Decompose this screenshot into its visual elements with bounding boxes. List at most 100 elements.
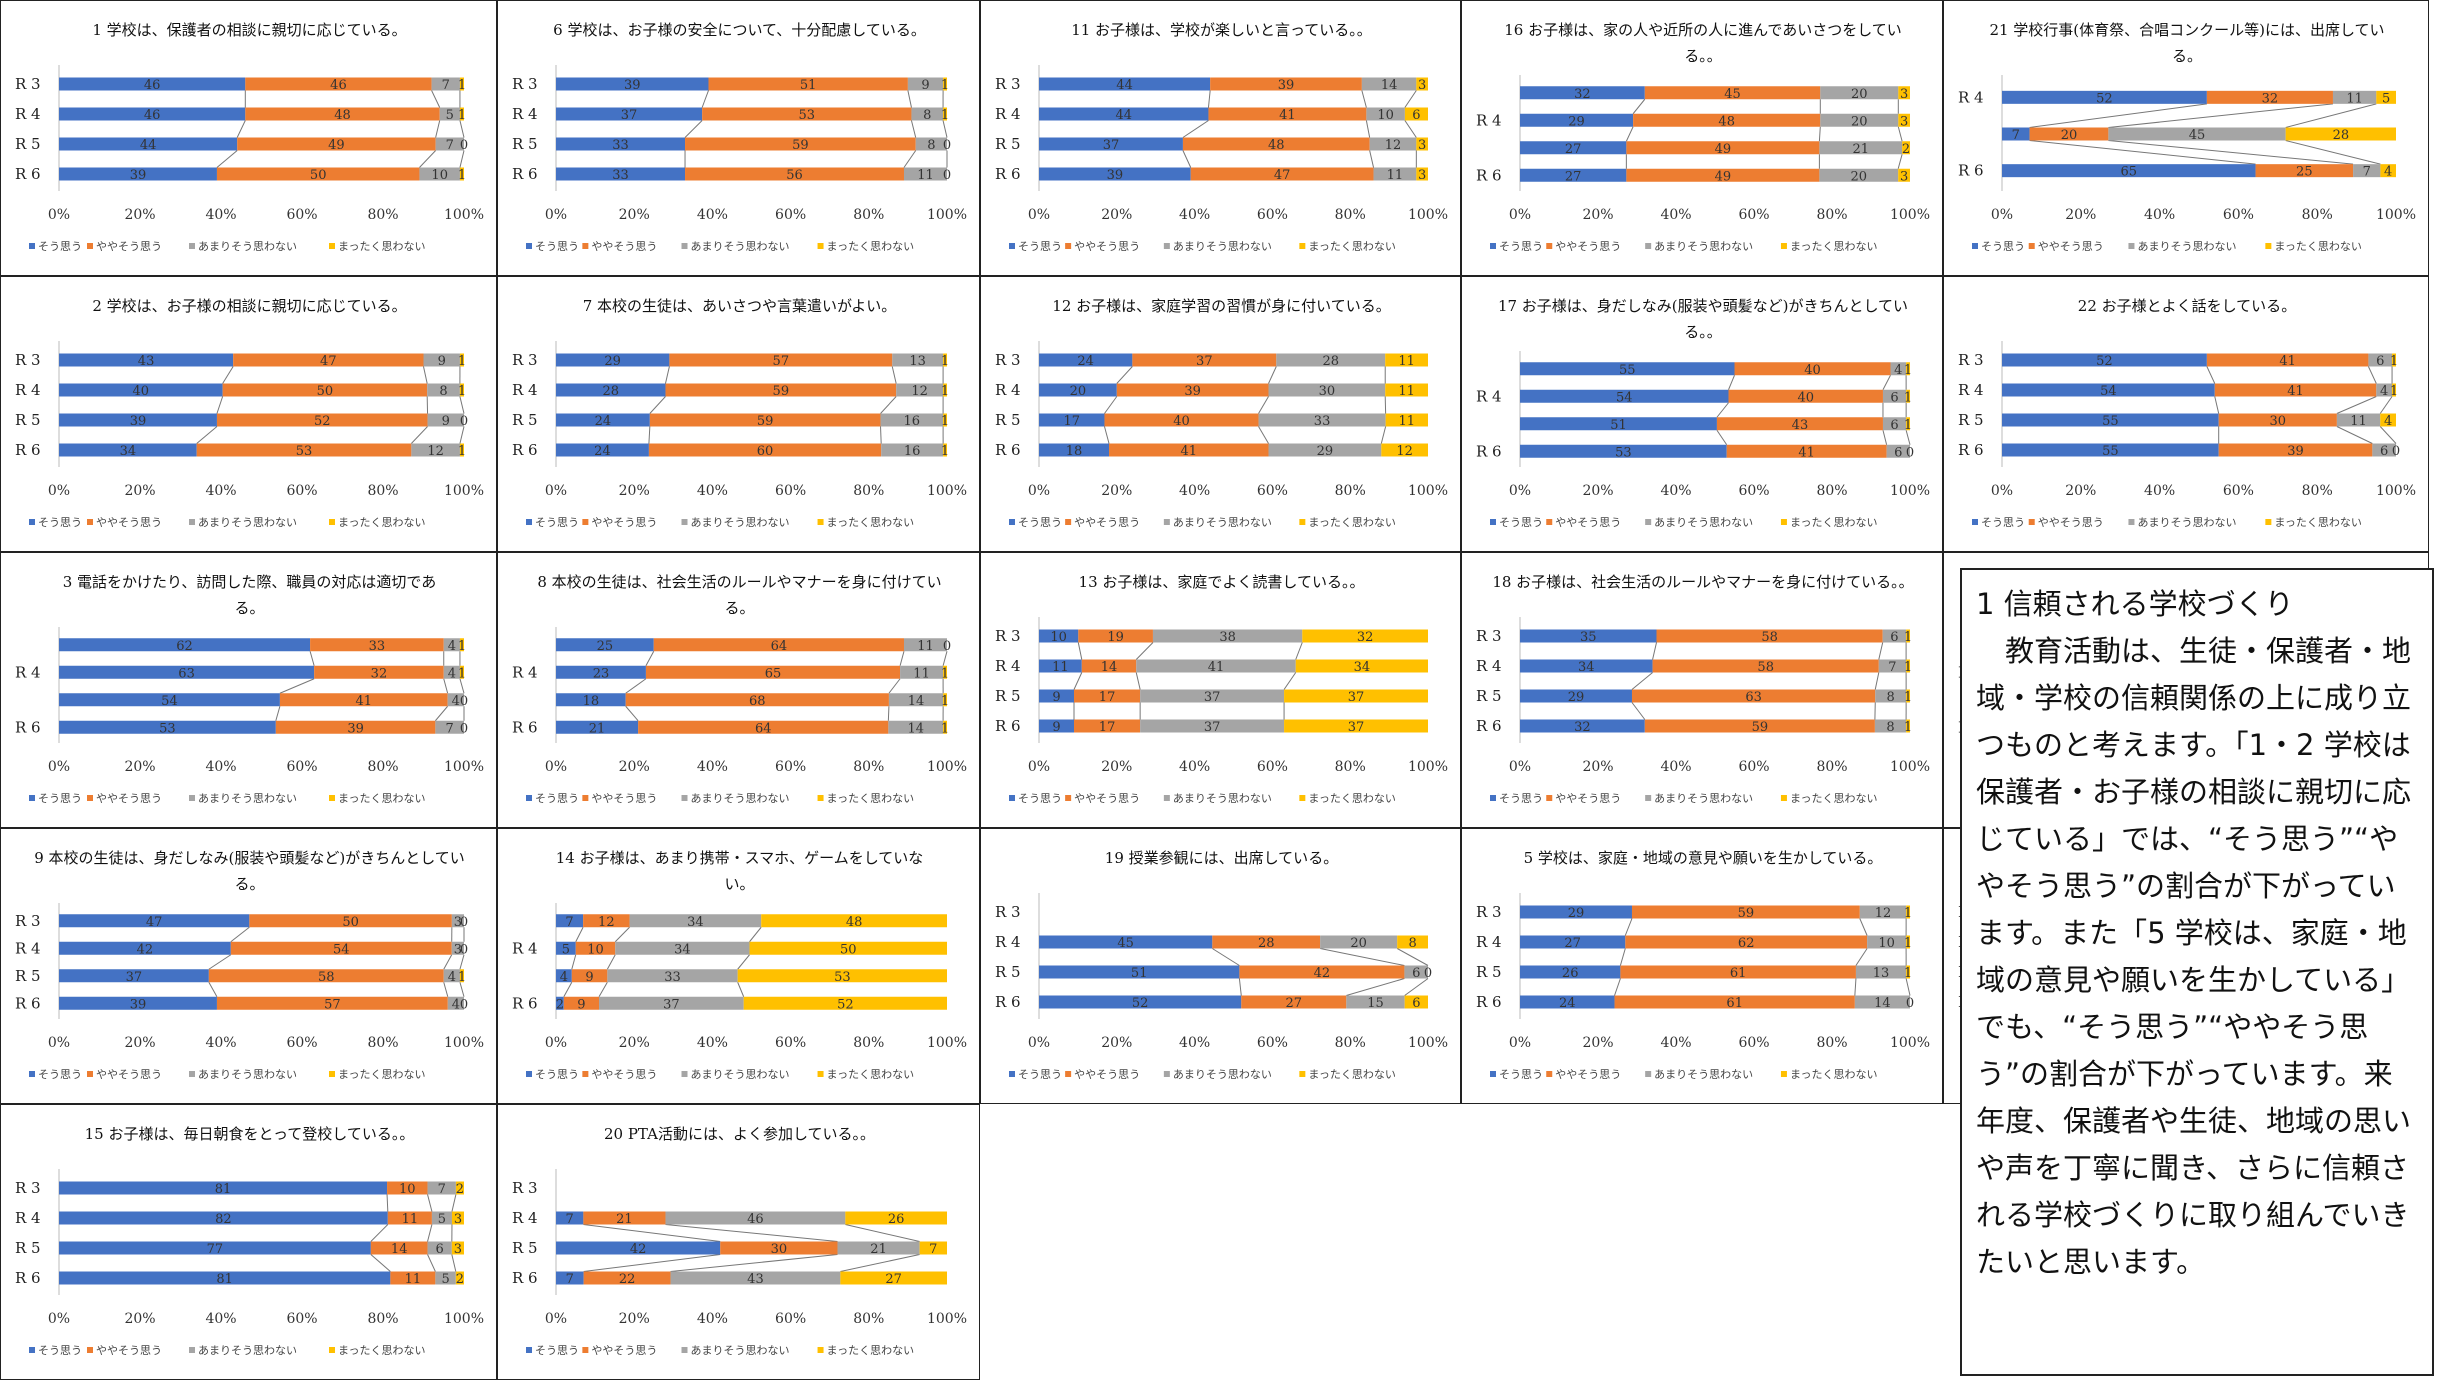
data-label: 9 xyxy=(585,970,593,985)
data-label: 45 xyxy=(1724,87,1741,102)
x-tick-label: 60% xyxy=(286,1035,317,1051)
legend-label: あまりそう思わない xyxy=(690,240,789,253)
x-tick-label: 100% xyxy=(927,483,967,499)
data-label: 59 xyxy=(1738,906,1755,921)
bar-segment xyxy=(915,137,947,151)
x-tick-label: 40% xyxy=(205,207,236,223)
legend-swatch xyxy=(1009,519,1015,525)
series-connector-line xyxy=(431,90,441,108)
legend-label: ややそう思う xyxy=(591,240,657,253)
bar-segment xyxy=(2002,443,2219,457)
bar-segment xyxy=(1906,935,1910,949)
data-label: 0 xyxy=(460,721,468,736)
x-tick-label: 80% xyxy=(1816,1035,1847,1051)
x-tick-label: 40% xyxy=(205,1311,236,1327)
data-label: 58 xyxy=(318,970,335,985)
bar-segment xyxy=(1906,389,1910,403)
data-label: 61 xyxy=(1726,996,1743,1011)
series-connector-line xyxy=(222,366,234,384)
category-label: R 6 xyxy=(512,441,538,459)
data-label: 53 xyxy=(159,721,176,736)
series-connector-line xyxy=(236,120,246,138)
data-label: 46 xyxy=(144,108,161,123)
bar-segment xyxy=(451,941,464,955)
data-label: 0 xyxy=(943,639,951,654)
data-label: 37 xyxy=(1348,690,1365,705)
bar-segment xyxy=(1078,629,1153,643)
bar-segment xyxy=(583,1271,671,1285)
bar-segment xyxy=(1898,168,1910,182)
x-tick-label: 20% xyxy=(619,1311,650,1327)
data-label: 9 xyxy=(442,414,450,429)
data-label: 51 xyxy=(1131,966,1148,981)
data-label: 11 xyxy=(1398,384,1415,399)
bar-segment xyxy=(1890,362,1907,376)
data-label: 32 xyxy=(1357,630,1374,645)
series-connector-line xyxy=(649,396,666,414)
bar-segment xyxy=(1039,935,1213,949)
series-connector-line xyxy=(880,396,897,414)
x-tick-label: 40% xyxy=(1179,207,1210,223)
data-label: 3 xyxy=(454,1212,462,1227)
bar-segment xyxy=(571,969,608,983)
bar-segment xyxy=(59,77,246,91)
legend-label: あまりそう思わない xyxy=(2137,516,2236,529)
data-label: 14 xyxy=(1874,996,1891,1011)
chart-panel: 12 お子様は、家庭学習の習慣が身に付いている。 R 3 24 37 28 11 R 4 20… xyxy=(980,276,1461,552)
data-label: 24 xyxy=(595,414,612,429)
data-label: 1 xyxy=(458,354,466,369)
bar-segment xyxy=(245,77,432,91)
bar-segment xyxy=(59,167,217,181)
bar-segment xyxy=(1039,167,1191,181)
data-label: 58 xyxy=(1757,660,1774,675)
legend-label: ややそう思う xyxy=(1074,1068,1140,1081)
bar-segment xyxy=(556,443,649,457)
series-connector-line xyxy=(1874,672,1880,690)
x-tick-label: 100% xyxy=(927,759,967,775)
chart-panel: 11 お子様は、学校が楽しいと言っている。。 R 3 44 39 14 3 R 4 44 41 1… xyxy=(980,0,1461,276)
bar-segment xyxy=(1520,141,1627,155)
data-label: 0 xyxy=(1424,966,1432,981)
bar-segment xyxy=(1882,417,1907,431)
series-connector-line xyxy=(1905,430,1911,445)
series-connector-line xyxy=(2108,103,2334,128)
bar-segment xyxy=(196,443,412,457)
series-connector-line xyxy=(2336,396,2377,414)
category-label: R 5 xyxy=(15,411,41,429)
series-connector-line xyxy=(845,1224,920,1242)
x-tick-label: 0% xyxy=(1509,759,1531,775)
series-connector-line xyxy=(2029,103,2207,128)
data-label: 51 xyxy=(800,78,817,93)
data-label: 0 xyxy=(943,168,951,183)
data-label: 32 xyxy=(371,666,388,681)
category-label: R 4 xyxy=(995,657,1021,675)
data-label: 11 xyxy=(1052,660,1069,675)
legend-label: そう思う xyxy=(535,792,579,805)
legend-swatch xyxy=(2128,519,2135,525)
legend-label: まったく思わない xyxy=(1308,240,1396,253)
bar-segment xyxy=(1208,107,1367,121)
data-label: 44 xyxy=(140,138,157,153)
bar-segment xyxy=(1906,417,1910,431)
data-label: 12 xyxy=(427,444,444,459)
data-label: 48 xyxy=(846,915,863,930)
series-connector-line xyxy=(888,678,901,694)
series-connector-line xyxy=(907,90,912,108)
x-tick-label: 100% xyxy=(927,207,967,223)
bar-segment xyxy=(310,638,444,652)
data-label: 8 xyxy=(1886,720,1894,735)
bar-segment xyxy=(431,1211,452,1225)
data-label: 15 xyxy=(1367,996,1384,1011)
legend-label: ややそう思う xyxy=(1555,240,1621,253)
series-connector-line xyxy=(427,1224,433,1242)
x-tick-label: 40% xyxy=(1660,207,1691,223)
series-connector-line xyxy=(1716,429,1728,446)
bar-segment xyxy=(1109,443,1269,457)
bar-segment xyxy=(1140,689,1285,703)
chart-title: る。 xyxy=(724,599,754,617)
legend-swatch xyxy=(681,1071,688,1077)
data-label: 20 xyxy=(1851,114,1868,129)
legend-label: あまりそう思わない xyxy=(198,792,297,805)
legend-label: ややそう思う xyxy=(96,1344,162,1357)
bar-segment xyxy=(439,107,460,121)
